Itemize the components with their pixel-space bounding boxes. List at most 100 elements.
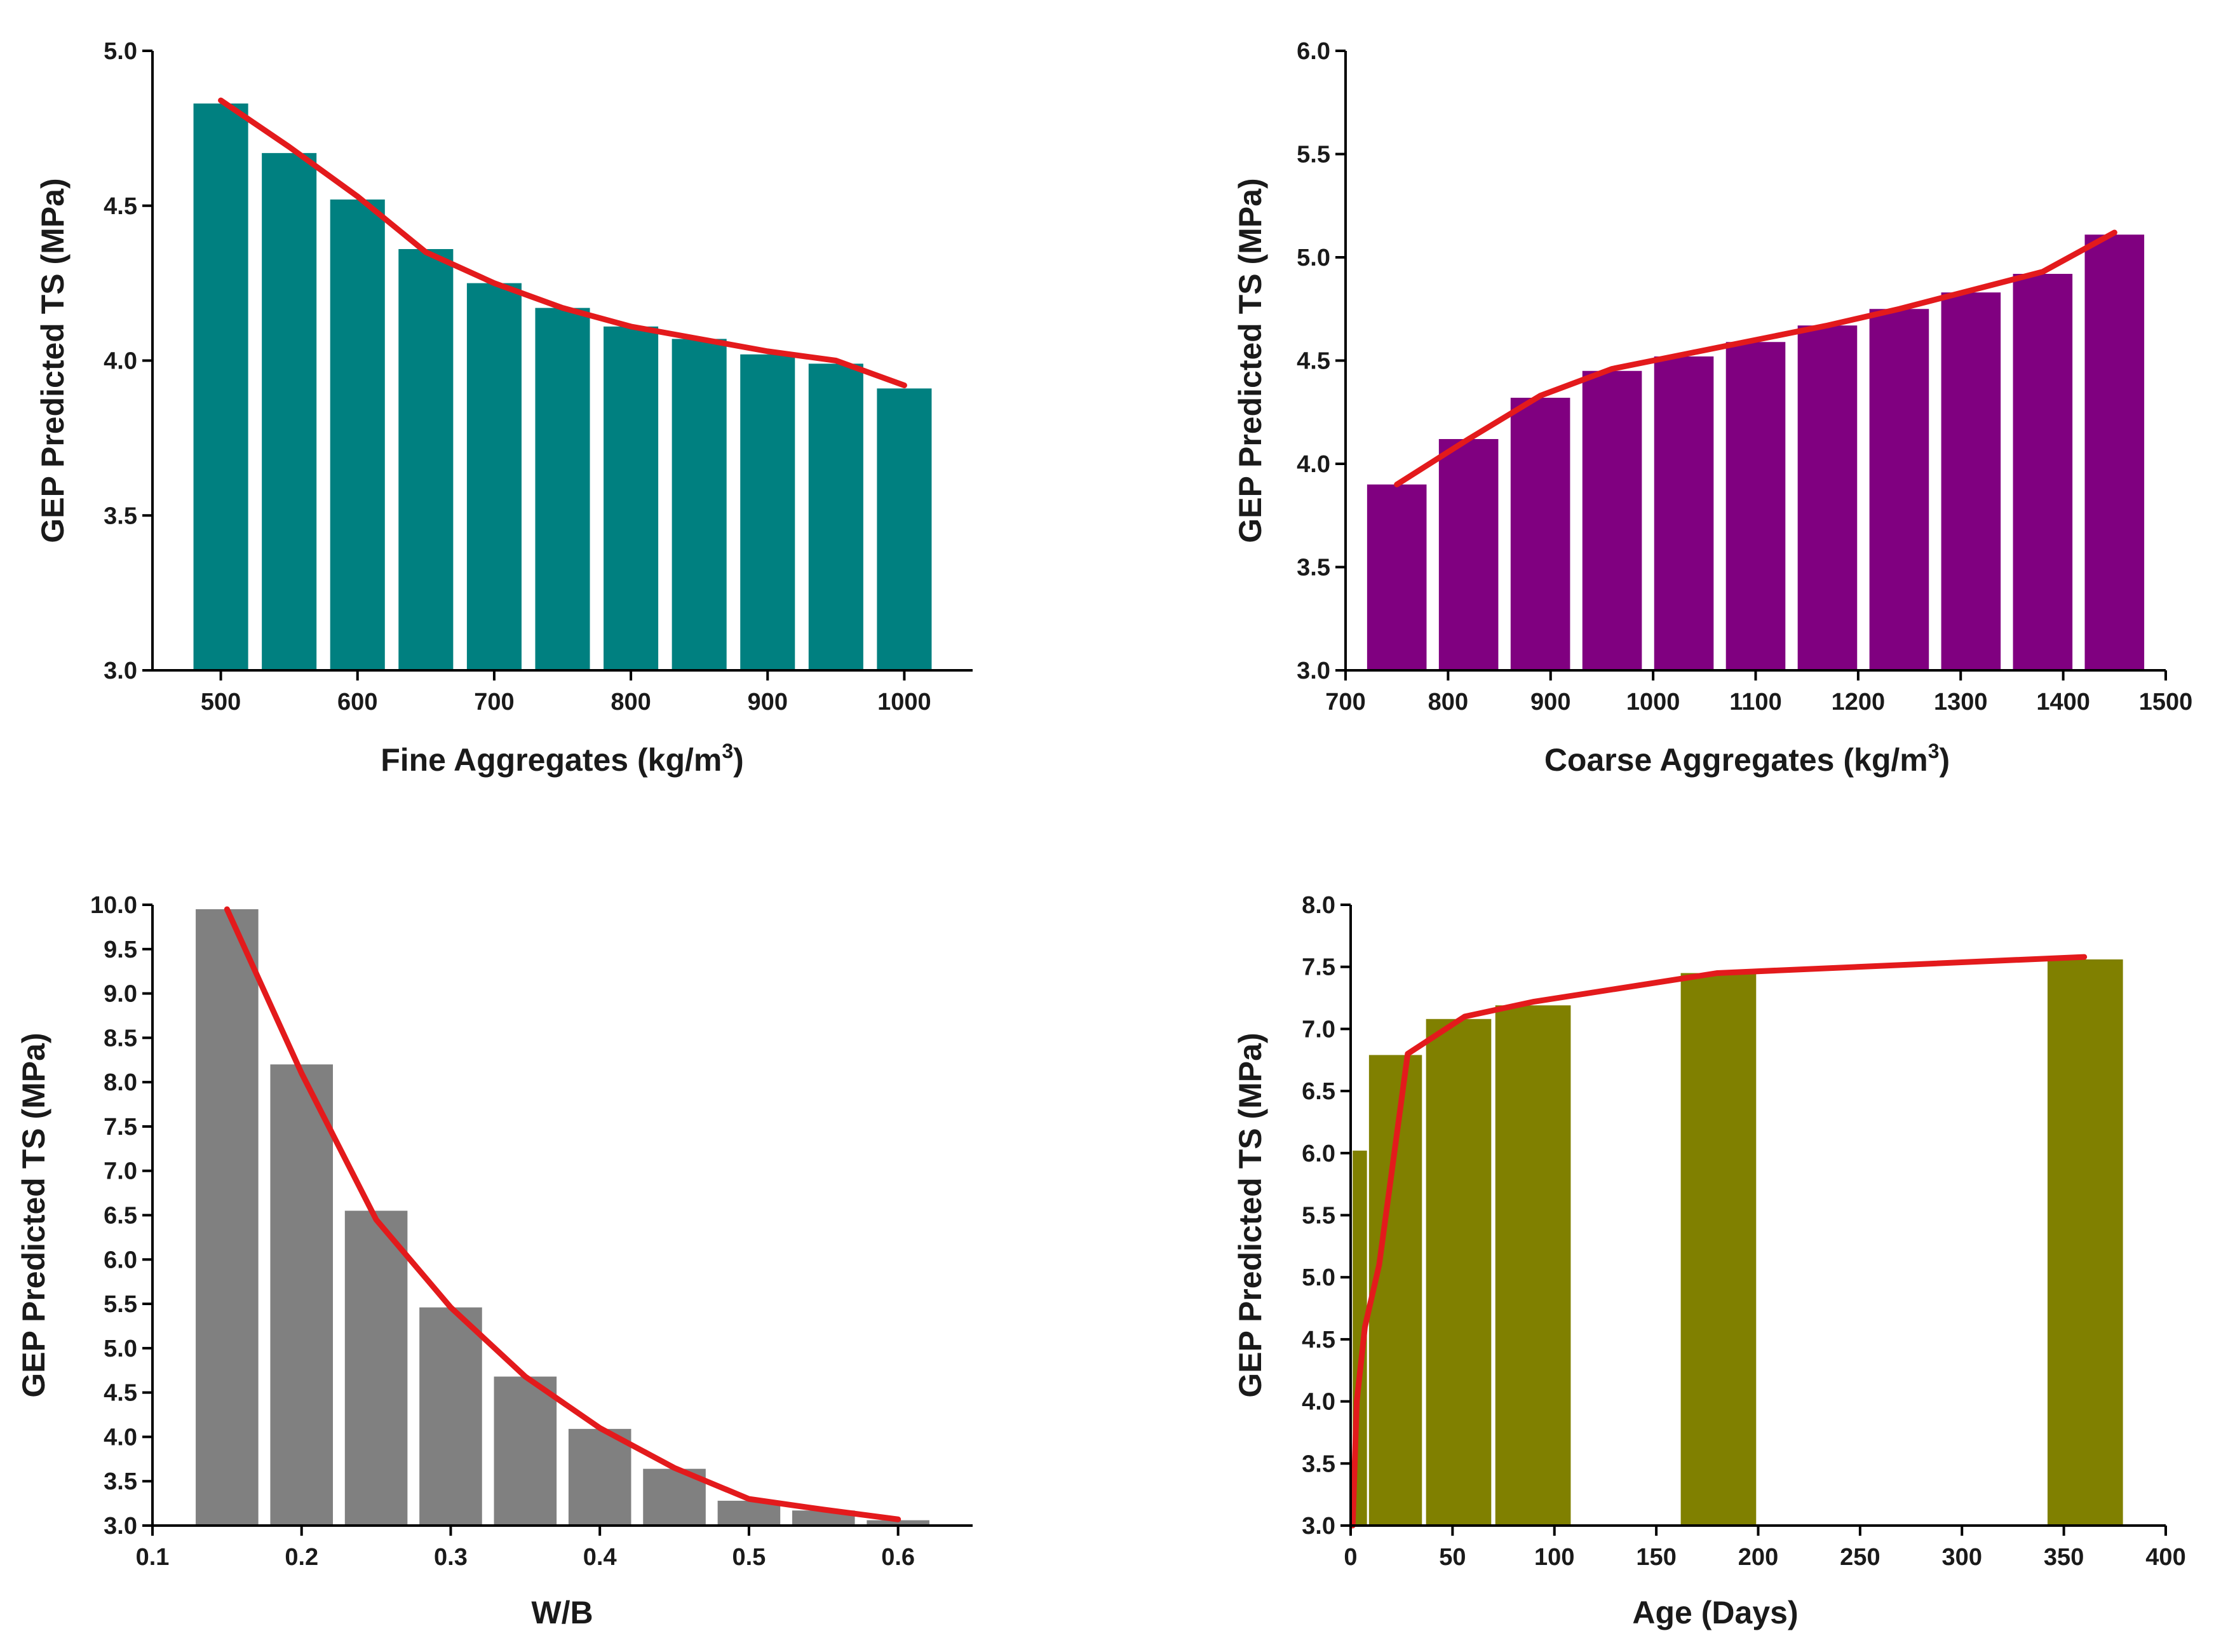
x-tick-label: 900 [748, 689, 788, 715]
bar [262, 152, 317, 670]
x-tick-label: 700 [1325, 689, 1365, 715]
bar [808, 363, 863, 670]
x-tick-label: 0 [1344, 1544, 1357, 1571]
y-tick-label: 4.5 [1302, 1327, 1335, 1353]
y-tick-label: 10.0 [90, 892, 137, 919]
bar [1941, 292, 2001, 670]
bar [1438, 439, 1499, 670]
x-tick-label: 1200 [1832, 689, 1886, 715]
y-tick-label: 4.0 [1297, 451, 1330, 478]
x-tick-label: 1300 [1934, 689, 1988, 715]
y-tick-label: 5.5 [1302, 1203, 1335, 1229]
fine-aggregates-chart: 3.0 3.5 4.0 4.5 5.0 500 600 700 800 900 1000 GEP Pr… [35, 38, 973, 778]
bar [1725, 342, 1786, 670]
x-tick-label: 500 [201, 689, 241, 715]
y-tick-label: 8.5 [104, 1025, 137, 1052]
x-tick-label: 1100 [1729, 689, 1781, 715]
x-tick-label: 1000 [1626, 689, 1680, 715]
wb-ratio-chart: 3.0 3.5 4.0 4.5 5.0 5.5 6.0 6.5 7.0 7.5 8.0 8.5 9.0 9… [16, 892, 973, 1630]
x-tick-label: 300 [1942, 1544, 1982, 1571]
y-tick-label: 4.5 [1297, 348, 1330, 375]
y-tick-label: 7.5 [104, 1114, 137, 1141]
bar [1367, 484, 1427, 670]
y-tick-label: 5.0 [1302, 1264, 1335, 1291]
x-tick-label: 0.1 [136, 1544, 170, 1571]
x-tick-label: 250 [1840, 1544, 1880, 1571]
x-tick-label: 1500 [2139, 689, 2193, 715]
bar [877, 388, 932, 670]
trend-line [218, 97, 907, 388]
bar [196, 909, 259, 1526]
x-tick-label: 800 [611, 689, 651, 715]
coarse-aggregates-chart: 3.0 3.5 4.0 4.5 5.0 5.5 6.0 700 800 900 1000 1100 12… [1232, 38, 2192, 778]
trend-line [224, 906, 901, 1522]
y-tick-label: 8.0 [1302, 892, 1335, 919]
x-tick-label: 800 [1428, 689, 1468, 715]
y-tick-label: 3.0 [1297, 658, 1330, 684]
y-tick-label: 7.0 [1302, 1016, 1335, 1043]
bar [344, 1210, 408, 1526]
bar [1510, 398, 1570, 670]
y-axis-title: GEP Predicted TS (MPa) [16, 1032, 51, 1397]
bar [419, 1307, 482, 1526]
y-tick-label: 9.0 [104, 981, 137, 1008]
x-tick-label: 0.3 [434, 1544, 468, 1571]
x-tick-label: 0.5 [732, 1544, 766, 1571]
x-tick-label: 100 [1534, 1544, 1574, 1571]
bar [1426, 1019, 1492, 1526]
y-tick-label: 4.0 [1302, 1389, 1335, 1416]
bar [1582, 370, 1642, 670]
bar [2047, 959, 2123, 1526]
x-tick-label: 1400 [2036, 689, 2090, 715]
bar [672, 339, 727, 670]
bar [330, 200, 385, 670]
y-axis-title: GEP Predicted TS (MPa) [1232, 1032, 1268, 1397]
bar [568, 1428, 631, 1526]
x-axis-title: Coarse Aggregates (kg/m3) [1544, 740, 1950, 778]
y-tick-label: 3.0 [1302, 1513, 1335, 1540]
y-tick-label: 3.0 [104, 658, 137, 684]
y-tick-label: 7.0 [104, 1158, 137, 1185]
y-tick-label: 7.5 [1302, 954, 1335, 981]
y-tick-label: 3.5 [1297, 555, 1330, 581]
bar [1869, 309, 1929, 670]
x-tick-label: 1000 [877, 689, 931, 715]
y-tick-label: 4.5 [104, 1380, 137, 1407]
x-axis-title: Fine Aggregates (kg/m3) [381, 740, 744, 778]
y-axis-title: GEP Predicted TS (MPa) [35, 178, 71, 543]
y-tick-label: 5.0 [104, 38, 137, 65]
bar [466, 283, 522, 670]
x-axis-title: W/B [531, 1595, 593, 1630]
bar [740, 354, 795, 670]
x-tick-label: 400 [2145, 1544, 2185, 1571]
y-tick-label: 5.0 [1297, 245, 1330, 271]
x-tick-label: 0.4 [583, 1544, 617, 1571]
y-tick-label: 5.5 [104, 1291, 137, 1318]
y-tick-label: 6.0 [1297, 38, 1330, 65]
y-tick-label: 6.0 [1302, 1141, 1335, 1167]
bar [193, 103, 248, 670]
y-axis-title: GEP Predicted TS (MPa) [1232, 178, 1268, 543]
trend-line [1394, 229, 2117, 487]
bar [270, 1064, 334, 1526]
bar [494, 1376, 557, 1526]
y-tick-label: 3.0 [104, 1513, 137, 1540]
bar [2013, 274, 2073, 670]
bar [1654, 356, 1714, 670]
bar [1495, 1005, 1571, 1526]
x-tick-label: 50 [1439, 1544, 1466, 1571]
bar [535, 308, 590, 670]
bar [2084, 234, 2145, 670]
x-tick-label: 600 [337, 689, 377, 715]
y-tick-label: 3.5 [1302, 1451, 1335, 1477]
age-days-chart: 3.0 3.5 4.0 4.5 5.0 5.5 6.0 6.5 7.0 7.5 8.0 0 50 100 1… [1232, 892, 2186, 1630]
x-tick-label: 700 [474, 689, 514, 715]
y-tick-label: 4.5 [104, 193, 137, 220]
y-tick-label: 6.5 [104, 1203, 137, 1229]
x-tick-label: 350 [2044, 1544, 2084, 1571]
y-tick-label: 9.5 [104, 937, 137, 963]
bar [1680, 973, 1757, 1526]
y-tick-label: 5.0 [104, 1336, 137, 1362]
y-tick-label: 8.0 [104, 1069, 137, 1096]
